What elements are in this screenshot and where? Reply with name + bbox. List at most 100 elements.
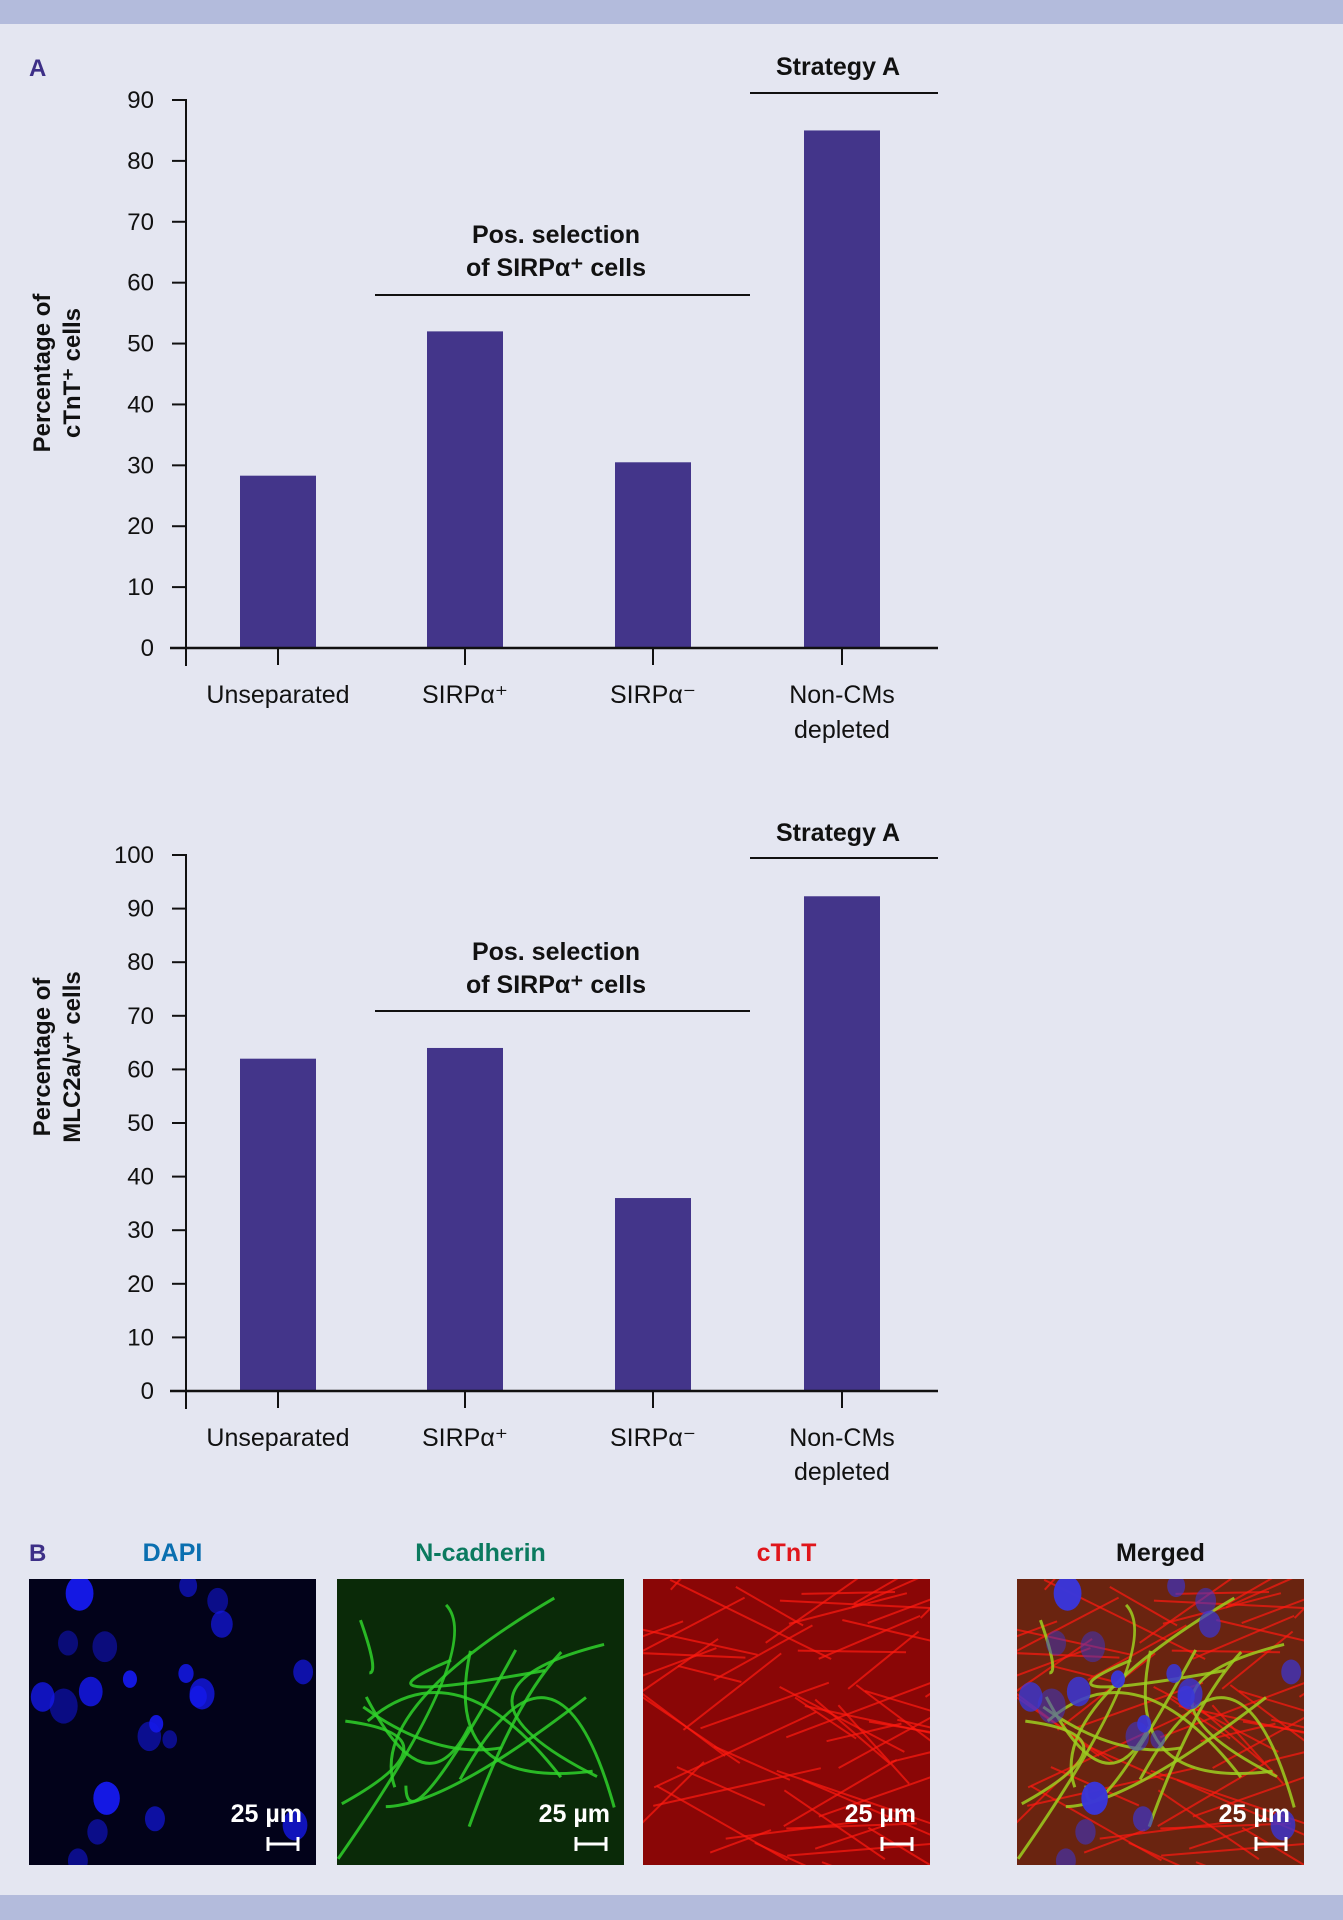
- nucleus: [92, 1631, 118, 1663]
- fiber: [1017, 1628, 1132, 1656]
- x-tick-label: SIRPα⁻: [610, 681, 696, 709]
- nucleus: [87, 1819, 108, 1845]
- y-tick-label: 10: [127, 1324, 154, 1351]
- fiber: [725, 1820, 858, 1840]
- fiber: [804, 1705, 930, 1734]
- fiber: [1044, 1579, 1056, 1591]
- nucleus: [1018, 1682, 1043, 1712]
- fiber: [842, 1619, 930, 1642]
- fiber: [1175, 1591, 1270, 1595]
- nucleus: [1166, 1663, 1182, 1684]
- micrograph-green: N-cadherin 25 µm: [337, 1539, 624, 1865]
- fiber: [1309, 1792, 1343, 1796]
- nucleus: [1132, 1806, 1153, 1832]
- y-tick-label: 80: [127, 949, 154, 976]
- scale-bar: [880, 1837, 914, 1851]
- fiber: [765, 1579, 859, 1644]
- fiber: [814, 1824, 887, 1850]
- group-annotation-label: of SIRPα⁺ cells: [466, 971, 646, 999]
- chart-mlc2av: 0 10 20 30 40 50 60 70 80 90 100 Unseparated SIRPα⁺ S…: [29, 819, 938, 1486]
- group-annotation-label: Pos. selection: [472, 221, 640, 249]
- fiber: [801, 1591, 896, 1595]
- fiber: [1139, 1579, 1233, 1644]
- cell-border: [409, 1658, 546, 1689]
- fiber: [919, 1607, 930, 1619]
- bar-2: [427, 1047, 503, 1391]
- fiber: [924, 1692, 930, 1698]
- fiber: [1192, 1776, 1304, 1818]
- y-axis-label: Percentage of cTnT⁺ cells: [29, 293, 86, 453]
- y-tick-label: 30: [127, 452, 154, 479]
- nucleus: [1081, 1781, 1108, 1815]
- nucleus: [1177, 1678, 1203, 1710]
- fiber: [776, 1769, 930, 1825]
- y-tick-label: 70: [127, 1003, 154, 1030]
- fiber: [851, 1579, 919, 1609]
- nucleus: [93, 1781, 120, 1815]
- micrograph-merged: Merged 25 µm: [1017, 1539, 1343, 1865]
- micrograph-title: cTnT: [757, 1539, 817, 1567]
- fiber: [1264, 1751, 1304, 1763]
- fiber: [643, 1638, 719, 1692]
- scale-bar-label: 25 µm: [845, 1800, 916, 1828]
- fiber: [1178, 1705, 1304, 1734]
- x-tick-label: Non-CMs: [789, 681, 895, 709]
- panel-label-a: A: [29, 55, 46, 82]
- fiber: [837, 1704, 910, 1785]
- cell-border: [1021, 1719, 1086, 1806]
- fiber: [1150, 1769, 1304, 1825]
- fiber: [867, 1826, 930, 1865]
- fiber: [713, 1745, 791, 1781]
- y-tick-label: 50: [127, 1110, 154, 1137]
- x-tick-label: SIRPα⁺: [422, 1424, 508, 1452]
- panel-label-b: B: [29, 1540, 46, 1567]
- fiber: [779, 1685, 905, 1753]
- fiber: [676, 1766, 766, 1807]
- group-annotation-label: Pos. selection: [472, 938, 640, 966]
- nucleus: [144, 1806, 165, 1832]
- fiber: [1051, 1664, 1116, 1683]
- fiber: [643, 1620, 684, 1638]
- fiber: [1229, 1684, 1304, 1742]
- cell-border: [1039, 1619, 1055, 1675]
- fiber: [1161, 1842, 1304, 1857]
- cell-border: [510, 1642, 605, 1778]
- x-tick-label: depleted: [794, 1458, 890, 1486]
- fiber: [1334, 1637, 1343, 1678]
- fiber: [1318, 1794, 1343, 1860]
- fiber: [677, 1664, 742, 1683]
- nucleus: [1046, 1630, 1067, 1656]
- cell-border: [389, 1596, 556, 1788]
- nucleus: [1055, 1848, 1076, 1865]
- fiber: [1153, 1599, 1304, 1610]
- nucleus: [30, 1682, 55, 1712]
- fiber: [1017, 1652, 1120, 1659]
- cell-border: [366, 1691, 563, 1779]
- y-tick-label: 30: [127, 1217, 154, 1244]
- nucleus: [78, 1676, 103, 1707]
- nucleus: [67, 1848, 88, 1865]
- nucleus: [210, 1610, 233, 1638]
- nucleus: [1167, 1579, 1186, 1598]
- nucleus: [1066, 1676, 1091, 1707]
- cell-border: [1046, 1691, 1243, 1779]
- nucleus: [58, 1630, 79, 1656]
- fiber: [838, 1716, 930, 1769]
- fiber: [653, 1711, 817, 1789]
- y-tick-label: 90: [127, 87, 154, 114]
- nucleus: [65, 1579, 94, 1611]
- nucleus: [1075, 1819, 1096, 1845]
- bar-1: [240, 1058, 316, 1391]
- fiber: [643, 1693, 726, 1757]
- cell-border: [1017, 1603, 1137, 1860]
- micrograph-image: [29, 1579, 316, 1865]
- bar-2: [427, 331, 503, 648]
- nucleus: [1281, 1659, 1302, 1685]
- nucleus: [1270, 1809, 1296, 1841]
- top-band: [0, 0, 1343, 24]
- nucleus: [49, 1688, 78, 1724]
- fiber: [1027, 1711, 1191, 1789]
- fiber: [867, 1598, 930, 1625]
- fiber: [670, 1579, 682, 1591]
